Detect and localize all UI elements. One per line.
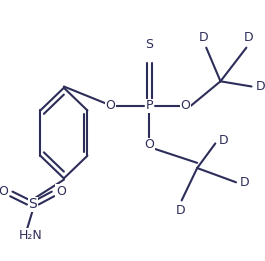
Text: D: D <box>199 31 209 44</box>
Text: O: O <box>181 99 191 112</box>
Text: H₂N: H₂N <box>19 229 42 242</box>
Text: S: S <box>28 197 37 211</box>
Text: O: O <box>0 185 8 198</box>
Text: D: D <box>219 134 229 147</box>
Text: S: S <box>145 38 153 51</box>
Text: D: D <box>175 204 185 217</box>
Text: P: P <box>145 99 153 112</box>
Text: O: O <box>144 138 154 151</box>
Text: O: O <box>56 185 66 198</box>
Text: O: O <box>105 99 115 112</box>
Text: D: D <box>240 176 250 189</box>
Text: D: D <box>255 80 265 93</box>
Text: D: D <box>244 31 254 44</box>
